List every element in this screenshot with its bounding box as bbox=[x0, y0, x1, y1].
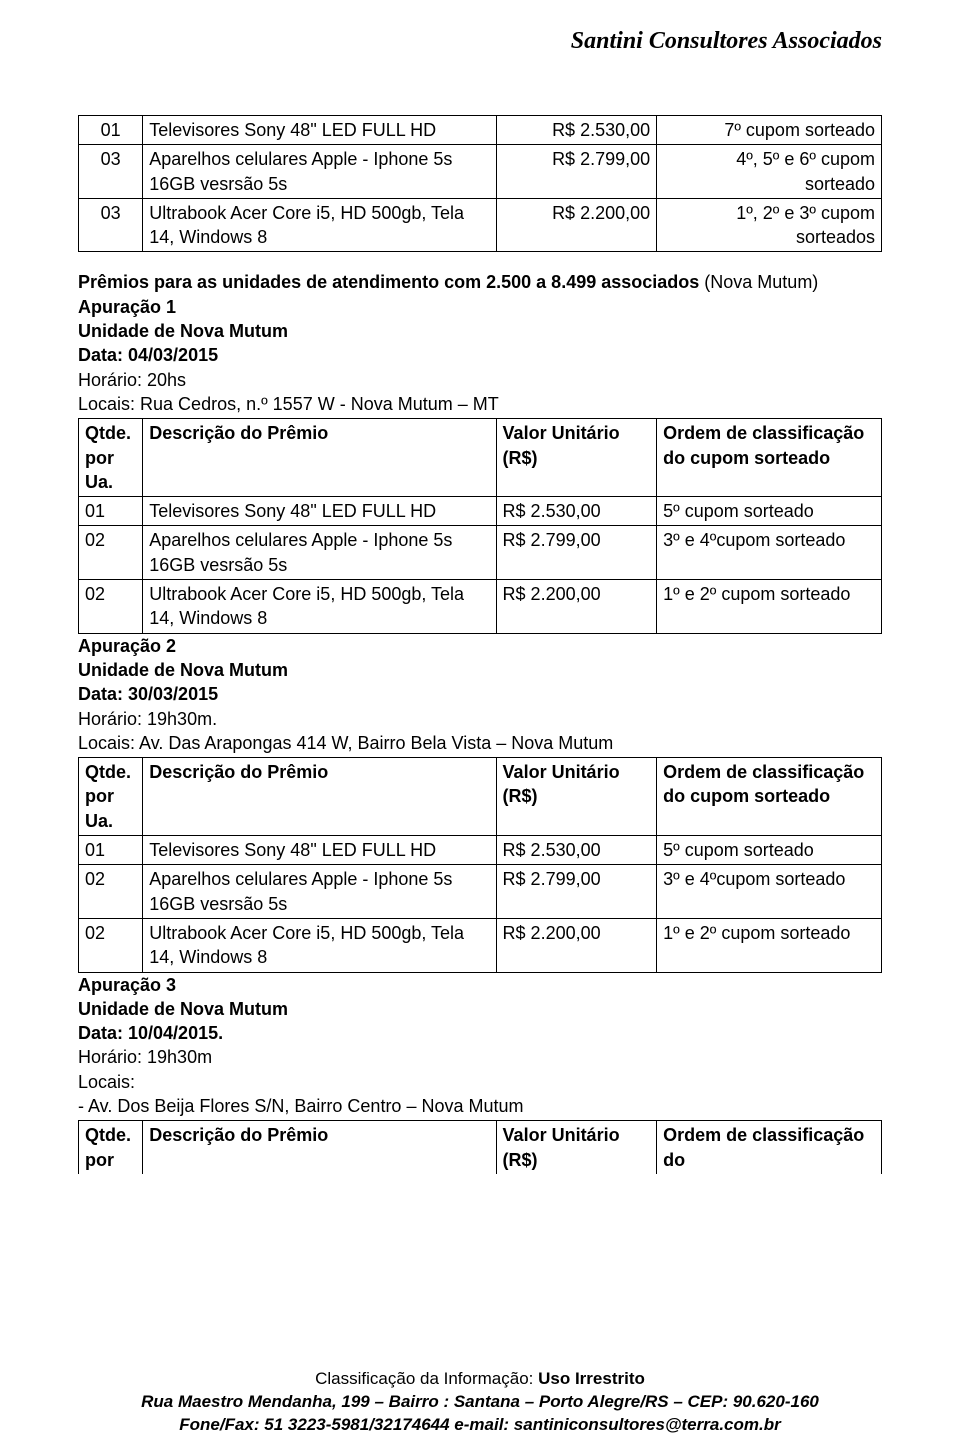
intro-rest: (Nova Mutum) bbox=[699, 272, 818, 292]
col-qtde: Qtde. por Ua. bbox=[79, 419, 143, 497]
cell-ordem: 7º cupom sorteado bbox=[657, 116, 882, 145]
table-row: 02 Ultrabook Acer Core i5, HD 500gb, Tel… bbox=[79, 918, 882, 972]
col-ordem: Ordem de classificação do bbox=[657, 1121, 882, 1174]
cell-valor: R$ 2.799,00 bbox=[496, 526, 657, 580]
locais-label: Locais: bbox=[78, 1070, 882, 1094]
cell-ordem: 3º e 4ºcupom sorteado bbox=[657, 865, 882, 919]
footer-address-1: Rua Maestro Mendanha, 199 – Bairro : San… bbox=[0, 1391, 960, 1414]
cell-ordem: 3º e 4ºcupom sorteado bbox=[657, 526, 882, 580]
col-valor: Valor Unitário (R$) bbox=[496, 419, 657, 497]
prizes-table-1: Qtde. por Ua. Descrição do Prêmio Valor … bbox=[78, 418, 882, 633]
cell-valor: R$ 2.200,00 bbox=[496, 580, 657, 634]
footer-info-prefix: Classificação da Informação: bbox=[315, 1369, 538, 1388]
cell-qtde: 02 bbox=[79, 918, 143, 972]
col-desc: Descrição do Prêmio bbox=[143, 419, 496, 497]
col-valor: Valor Unitário (R$) bbox=[496, 758, 657, 836]
data-line: Data: 30/03/2015 bbox=[78, 682, 882, 706]
cell-desc: Televisores Sony 48" LED FULL HD bbox=[143, 116, 496, 145]
footer-info-value: Uso Irrestrito bbox=[538, 1369, 645, 1388]
col-qtde: Qtde. por bbox=[79, 1121, 143, 1174]
table-row: 01 Televisores Sony 48" LED FULL HD R$ 2… bbox=[79, 497, 882, 526]
cell-ordem: 4º, 5º e 6º cupom sorteado bbox=[657, 145, 882, 199]
cell-qtde: 02 bbox=[79, 865, 143, 919]
prizes-table-2: Qtde. por Ua. Descrição do Prêmio Valor … bbox=[78, 757, 882, 972]
apuracao-title: Apuração 1 bbox=[78, 295, 882, 319]
cell-valor: R$ 2.530,00 bbox=[496, 836, 657, 865]
cell-ordem: 1º e 2º cupom sorteado bbox=[657, 918, 882, 972]
table-row: 02 Aparelhos celulares Apple - Iphone 5s… bbox=[79, 526, 882, 580]
col-ordem: Ordem de classificação do cupom sorteado bbox=[657, 419, 882, 497]
cell-desc: Aparelhos celulares Apple - Iphone 5s 16… bbox=[143, 526, 496, 580]
unidade-line: Unidade de Nova Mutum bbox=[78, 319, 882, 343]
cell-ordem: 1º, 2º e 3º cupom sorteados bbox=[657, 198, 882, 252]
prizes-table-3: Qtde. por Descrição do Prêmio Valor Unit… bbox=[78, 1120, 882, 1174]
col-ordem: Ordem de classificação do cupom sorteado bbox=[657, 758, 882, 836]
table-row: 03 Aparelhos celulares Apple - Iphone 5s… bbox=[79, 145, 882, 199]
page-title: Santini Consultores Associados bbox=[78, 28, 882, 55]
locais-line: Locais: Av. Das Arapongas 414 W, Bairro … bbox=[78, 731, 882, 755]
cell-qtde: 02 bbox=[79, 526, 143, 580]
table-row: 03 Ultrabook Acer Core i5, HD 500gb, Tel… bbox=[79, 198, 882, 252]
cell-desc: Ultrabook Acer Core i5, HD 500gb, Tela 1… bbox=[143, 198, 496, 252]
cell-desc: Ultrabook Acer Core i5, HD 500gb, Tela 1… bbox=[143, 918, 496, 972]
col-desc: Descrição do Prêmio bbox=[143, 1121, 496, 1174]
locais-line: Locais: Rua Cedros, n.º 1557 W - Nova Mu… bbox=[78, 392, 882, 416]
cell-valor: R$ 2.799,00 bbox=[496, 145, 657, 199]
cell-qtde: 01 bbox=[79, 836, 143, 865]
locais-line: - Av. Dos Beija Flores S/N, Bairro Centr… bbox=[78, 1094, 882, 1118]
table-row: 01 Televisores Sony 48" LED FULL HD R$ 2… bbox=[79, 836, 882, 865]
horario-line: Horário: 20hs bbox=[78, 368, 882, 392]
cell-valor: R$ 2.200,00 bbox=[496, 198, 657, 252]
cell-qtde: 03 bbox=[79, 145, 143, 199]
cell-qtde: 01 bbox=[79, 116, 143, 145]
intro-bold: Prêmios para as unidades de atendimento … bbox=[78, 272, 699, 292]
col-qtde: Qtde. por Ua. bbox=[79, 758, 143, 836]
cell-ordem: 5º cupom sorteado bbox=[657, 836, 882, 865]
table-row: 02 Aparelhos celulares Apple - Iphone 5s… bbox=[79, 865, 882, 919]
apuracao-title: Apuração 3 bbox=[78, 973, 882, 997]
cell-qtde: 01 bbox=[79, 497, 143, 526]
cell-valor: R$ 2.530,00 bbox=[496, 497, 657, 526]
prizes-table-top: 01 Televisores Sony 48" LED FULL HD R$ 2… bbox=[78, 115, 882, 252]
cell-valor: R$ 2.799,00 bbox=[496, 865, 657, 919]
table-row: 01 Televisores Sony 48" LED FULL HD R$ 2… bbox=[79, 116, 882, 145]
table-header-row: Qtde. por Ua. Descrição do Prêmio Valor … bbox=[79, 419, 882, 497]
page-footer: Classificação da Informação: Uso Irrestr… bbox=[0, 1368, 960, 1437]
footer-address-2: Fone/Fax: 51 3223-5981/32174644 e-mail: … bbox=[0, 1414, 960, 1437]
cell-ordem: 5º cupom sorteado bbox=[657, 497, 882, 526]
col-desc: Descrição do Prêmio bbox=[143, 758, 496, 836]
table-header-row: Qtde. por Ua. Descrição do Prêmio Valor … bbox=[79, 758, 882, 836]
col-valor: Valor Unitário (R$) bbox=[496, 1121, 657, 1174]
cell-desc: Aparelhos celulares Apple - Iphone 5s 16… bbox=[143, 145, 496, 199]
cell-valor: R$ 2.530,00 bbox=[496, 116, 657, 145]
unidade-line: Unidade de Nova Mutum bbox=[78, 997, 882, 1021]
cell-qtde: 02 bbox=[79, 580, 143, 634]
data-line: Data: 04/03/2015 bbox=[78, 343, 882, 367]
cell-desc: Ultrabook Acer Core i5, HD 500gb, Tela 1… bbox=[143, 580, 496, 634]
table-header-row: Qtde. por Descrição do Prêmio Valor Unit… bbox=[79, 1121, 882, 1174]
cell-qtde: 03 bbox=[79, 198, 143, 252]
cell-ordem: 1º e 2º cupom sorteado bbox=[657, 580, 882, 634]
cell-valor: R$ 2.200,00 bbox=[496, 918, 657, 972]
cell-desc: Televisores Sony 48" LED FULL HD bbox=[143, 497, 496, 526]
cell-desc: Televisores Sony 48" LED FULL HD bbox=[143, 836, 496, 865]
section-intro: Prêmios para as unidades de atendimento … bbox=[78, 270, 882, 294]
apuracao-title: Apuração 2 bbox=[78, 634, 882, 658]
horario-line: Horário: 19h30m. bbox=[78, 707, 882, 731]
table-row: 02 Ultrabook Acer Core i5, HD 500gb, Tel… bbox=[79, 580, 882, 634]
horario-line: Horário: 19h30m bbox=[78, 1045, 882, 1069]
data-line: Data: 10/04/2015. bbox=[78, 1021, 882, 1045]
cell-desc: Aparelhos celulares Apple - Iphone 5s 16… bbox=[143, 865, 496, 919]
unidade-line: Unidade de Nova Mutum bbox=[78, 658, 882, 682]
